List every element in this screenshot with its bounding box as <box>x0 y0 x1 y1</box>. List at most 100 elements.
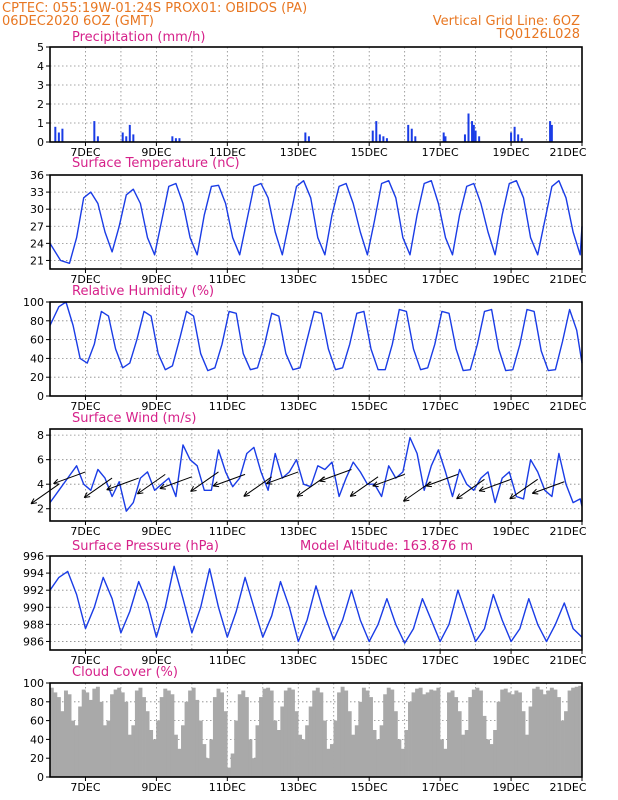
bar <box>514 690 519 777</box>
bar <box>379 725 384 777</box>
bar <box>149 730 154 777</box>
bar <box>564 711 569 777</box>
panel-1: 0 1 2 3 4 5 7DEC 9DEC 11DEC 13DEC 15DEC 17DEC 19DEC 2… <box>37 30 587 159</box>
bar <box>163 688 168 777</box>
bar <box>227 767 232 777</box>
bar <box>67 694 72 777</box>
x-tick-label: 17DEC <box>422 273 459 286</box>
y-tick-label: 60 <box>30 334 44 347</box>
bar <box>230 753 235 777</box>
bar <box>385 138 388 142</box>
header-station: CPTEC: 055:19W-01:24S PROX01: OBIDOS (PA… <box>2 1 307 16</box>
bar <box>181 725 185 777</box>
bar <box>507 692 512 777</box>
bar <box>132 134 135 142</box>
bar <box>358 701 363 777</box>
panel-3: 0 20 40 60 80 100 7DEC 9DEC 11DEC 13DEC 15DEC 17DEC… <box>23 284 587 413</box>
bar <box>528 706 533 777</box>
y-tick-label: 4 <box>37 478 44 491</box>
bar <box>351 734 356 777</box>
bar <box>174 138 177 142</box>
bar <box>78 706 83 777</box>
wind-arrow <box>106 477 139 491</box>
panel-2: 21 24 27 30 33 36 7DEC 9DEC 11DEC 13DEC 15DEC 17DEC… <box>30 156 587 286</box>
bar <box>468 697 473 777</box>
y-tick-label: 30 <box>30 203 44 216</box>
x-tick-label: 7DEC <box>70 525 100 538</box>
y-tick-label: 80 <box>30 315 44 328</box>
bar <box>315 687 320 777</box>
y-tick-label: 5 <box>37 41 44 54</box>
bar <box>410 128 413 142</box>
x-tick-label: 19DEC <box>493 525 530 538</box>
bar <box>276 730 281 777</box>
panel-title: Precipitation (mm/h) <box>72 30 205 45</box>
bar <box>472 124 475 142</box>
bar <box>443 748 448 777</box>
panel-frame <box>49 682 583 778</box>
x-tick-label: 7DEC <box>70 400 100 413</box>
bar <box>178 138 181 142</box>
bar <box>471 689 476 777</box>
x-tick-label: 13DEC <box>280 525 317 538</box>
y-tick-label: 986 <box>23 635 44 648</box>
bar <box>521 711 526 777</box>
x-tick-label: 15DEC <box>351 146 388 159</box>
bar <box>312 690 317 777</box>
bar <box>510 694 515 777</box>
x-tick-label: 21DEC <box>549 654 586 667</box>
bar <box>53 692 58 777</box>
bar <box>120 692 125 777</box>
y-tick-label: 20 <box>30 752 44 765</box>
x-tick-label: 7DEC <box>70 273 100 286</box>
bar <box>503 688 508 777</box>
y-tick-label: 100 <box>23 296 44 309</box>
panel-frame <box>49 174 583 270</box>
y-tick-label: 2 <box>37 98 44 111</box>
panel-4: 2 4 6 8 7DEC 9DEC 11DEC 13DEC 15DEC 17DEC 19DEC 21D… <box>30 411 587 538</box>
x-tick-label: 17DEC <box>422 654 459 667</box>
bar <box>414 136 417 142</box>
header-model: TQ0126L028 <box>496 27 580 42</box>
bar <box>216 688 221 777</box>
y-tick-label: 20 <box>30 371 44 384</box>
bar <box>93 121 96 142</box>
wind-arrow <box>349 476 379 497</box>
bar <box>103 725 107 777</box>
bar <box>378 134 381 142</box>
bar <box>262 688 267 777</box>
x-tick-label: 19DEC <box>493 654 530 667</box>
bar <box>305 725 310 777</box>
bar <box>234 720 239 777</box>
panel-frame <box>49 555 583 651</box>
wind-arrow <box>319 469 352 483</box>
bar <box>244 697 249 777</box>
x-tick-label: 21DEC <box>549 781 586 794</box>
y-tick-label: 33 <box>30 186 44 199</box>
bar <box>546 690 551 777</box>
panel-frame <box>49 428 583 522</box>
bar <box>354 725 359 777</box>
x-tick-label: 7DEC <box>70 146 100 159</box>
bar <box>63 690 68 777</box>
bar <box>454 697 459 777</box>
x-tick-label: 11DEC <box>209 781 246 794</box>
bar <box>482 715 487 777</box>
bar <box>549 687 554 777</box>
x-tick-label: 19DEC <box>493 781 530 794</box>
bar <box>248 739 253 777</box>
bar <box>223 711 228 777</box>
bar <box>117 687 122 777</box>
bar <box>283 690 288 777</box>
bar <box>361 687 366 777</box>
bar <box>198 720 203 777</box>
bar <box>81 689 86 777</box>
bar <box>489 744 494 777</box>
bar <box>95 686 100 777</box>
bar <box>290 689 295 777</box>
bar <box>347 711 352 777</box>
bar <box>550 124 553 142</box>
wind-arrow <box>159 476 193 490</box>
series-line <box>49 301 583 372</box>
bar <box>177 748 182 777</box>
